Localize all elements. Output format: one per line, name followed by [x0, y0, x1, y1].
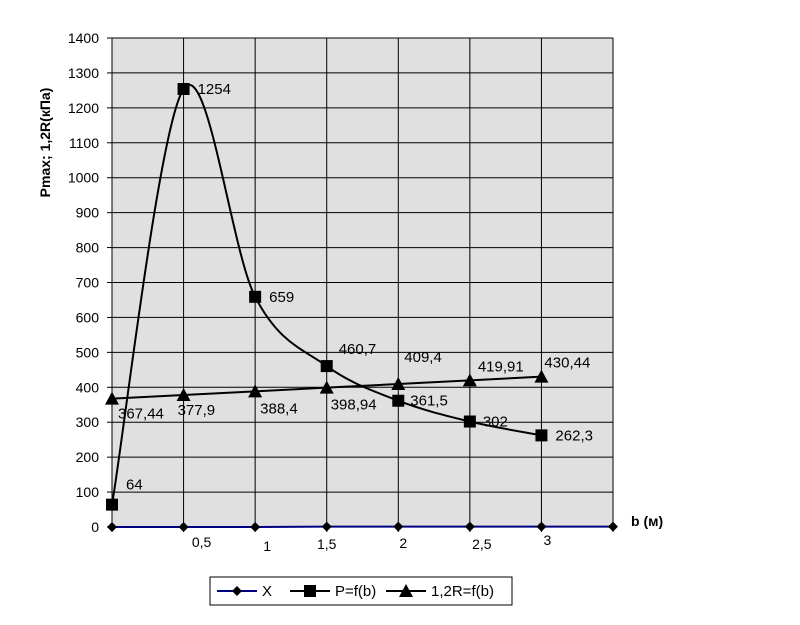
- data-label: 430,44: [544, 355, 590, 372]
- series-x: [107, 521, 618, 532]
- data-point: [536, 521, 547, 532]
- legend-marker: [304, 585, 316, 597]
- data-label: 367,44: [118, 406, 164, 423]
- x-tick-label: 1: [263, 538, 271, 554]
- x-tick-label: 3: [544, 532, 552, 548]
- data-label: 64: [126, 477, 143, 494]
- legend-entry: 1,2R=f(b): [386, 583, 494, 600]
- legend-entry: X: [217, 583, 272, 600]
- data-label: 302: [483, 414, 508, 431]
- data-point: [249, 290, 262, 303]
- data-label: 377,9: [178, 402, 216, 419]
- series-layer: [105, 82, 618, 532]
- data-point: [534, 369, 549, 383]
- data-point: [392, 394, 405, 407]
- data-point: [106, 498, 118, 511]
- data-label: 419,91: [478, 358, 524, 375]
- y-axis-title: Pmax; 1,2R(кПа): [37, 88, 53, 198]
- y-tick-label: 700: [76, 275, 100, 291]
- legend-label: X: [262, 583, 272, 600]
- data-point: [321, 521, 332, 532]
- data-label: 361,5: [410, 393, 448, 410]
- data-point: [608, 521, 618, 532]
- legend-label: P=f(b): [335, 583, 376, 600]
- data-point: [178, 522, 189, 532]
- data-label: 659: [269, 289, 294, 306]
- x-tick-label: 2: [399, 535, 407, 551]
- data-point: [177, 82, 190, 95]
- data-point: [463, 415, 476, 428]
- series-p-f-b-: [106, 82, 548, 511]
- y-tick-label: 200: [76, 449, 100, 465]
- legend-entry: P=f(b): [290, 583, 376, 600]
- y-tick-label: 400: [76, 379, 100, 395]
- data-point: [248, 384, 263, 398]
- series-1-2r-f-b-: [105, 369, 549, 405]
- y-tick-label: 100: [76, 484, 100, 500]
- x-tick-labels: 0,5 1 1,5 2 2,5 3: [192, 532, 552, 554]
- data-labels: 64 1254 659 460,7 361,5 302 262,3 367,44 377,9 38…: [118, 81, 593, 494]
- data-label: 409,4: [404, 349, 442, 366]
- legend-marker: [399, 584, 413, 597]
- y-tick-label: 800: [76, 240, 100, 256]
- legend: X P=f(b) 1,2R=f(b): [209, 576, 513, 606]
- data-label: 398,94: [331, 397, 377, 414]
- legend-box: [209, 576, 513, 606]
- data-point: [320, 360, 333, 373]
- data-point: [319, 380, 334, 394]
- y-tick-label: 1200: [68, 100, 99, 116]
- data-point: [391, 377, 406, 391]
- x-tick-label: 0,5: [192, 534, 212, 550]
- data-point: [464, 521, 475, 532]
- legend-marker: [232, 586, 242, 596]
- data-point: [176, 388, 191, 402]
- y-tick-label: 300: [76, 414, 100, 430]
- y-tick-label: 0: [91, 519, 99, 535]
- y-tick-label: 1100: [69, 135, 99, 151]
- x-tick-label: 1,5: [317, 536, 337, 552]
- data-point: [105, 391, 119, 405]
- y-tick-label: 1300: [68, 65, 99, 81]
- data-label: 460,7: [339, 341, 377, 358]
- data-point: [393, 521, 404, 532]
- x-tick-label: 2,5: [472, 536, 492, 552]
- y-tick-label: 1400: [68, 30, 99, 46]
- y-tick-label: 500: [76, 344, 100, 360]
- y-tick-label: 600: [76, 309, 100, 325]
- data-point: [535, 429, 548, 442]
- y-tick-label: 1000: [68, 170, 99, 186]
- data-label: 262,3: [555, 427, 593, 444]
- data-point: [462, 373, 477, 387]
- data-label: 388,4: [260, 400, 298, 417]
- y-tick-label: 900: [76, 205, 100, 221]
- data-label: 1254: [198, 81, 231, 98]
- data-point: [250, 522, 261, 532]
- x-axis-title: b (м): [631, 513, 663, 529]
- data-point: [107, 522, 117, 532]
- legend-label: 1,2R=f(b): [431, 583, 494, 600]
- y-tick-labels: 0 100 200 300 400 500 600 700 800 900 1000 1100 1200…: [68, 30, 99, 535]
